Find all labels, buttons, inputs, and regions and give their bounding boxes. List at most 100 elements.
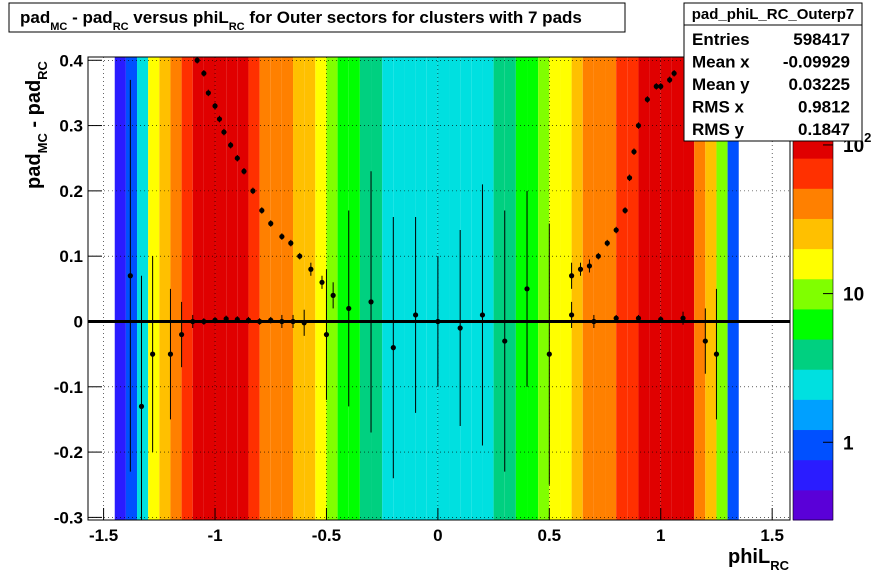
heat-column [504,57,516,520]
y-tick-label: 0.1 [59,247,83,266]
heat-column [125,57,138,520]
profile-point [631,149,637,155]
y-axis-label: padMC - padRC [23,60,50,189]
heat-column [515,57,528,520]
x-tick-label: 1 [656,526,665,545]
profile-point [288,240,294,246]
profile-point [259,207,265,214]
heat-column [348,57,360,520]
plot-frame [87,56,791,521]
heat-column [593,57,606,520]
profile-point [290,318,296,325]
profile-point [604,240,610,246]
profile-point [346,305,352,312]
profile-point [228,142,234,148]
heat-column [549,57,561,520]
profile-point [127,273,133,279]
profile-point [279,318,285,325]
x-tick-label: -1 [207,526,222,545]
y-tick-label: -0.2 [54,443,83,462]
profile-point [212,317,218,323]
text-part: - pad [67,8,112,27]
profile-point [257,318,263,325]
heat-column [371,57,383,520]
profile-point [622,207,628,214]
profile-point [268,317,274,323]
heat-column [683,57,695,520]
profile-point [201,70,207,76]
z-tick-label: 10 [843,285,864,306]
profile-point [245,317,252,323]
chart-title: padMC - padRC versus phiLRC for Outer se… [20,8,582,33]
color-swatch [793,339,833,370]
heat-column [404,57,416,520]
heat-column [159,57,171,520]
heat-column [649,57,661,520]
heat-column [114,57,126,520]
heat-column [259,57,271,520]
heat-column [192,57,204,520]
heat-column [449,57,461,520]
heat-column [237,57,249,520]
profile-point [319,279,325,285]
text-part: for Outer sectors for clusters with 7 pa… [245,8,582,27]
z-tick-exponent: 2 [864,130,871,145]
heat-column [660,57,672,520]
stats-value: 0.1847 [798,120,850,139]
stats-frame [683,2,863,142]
heat-column [493,57,505,520]
y-tick-label: 0.2 [59,182,83,201]
stats-title: pad_phiL_RC_Outerp7 [692,6,855,23]
heat-column [471,57,483,520]
heat-column [716,57,728,520]
profile-point [234,155,240,161]
profile-point [250,188,256,194]
heat-column [326,57,338,520]
x-axis-label: phiLRC [728,546,790,573]
profile-point [635,315,642,321]
heat-column [359,57,372,520]
profile-point [586,263,593,269]
y-tick-label: -0.1 [54,378,83,397]
heat-column [281,57,294,520]
profile-point [713,351,720,357]
heat-column [571,57,583,520]
heat-column [293,57,305,520]
y-tick-label: 0 [74,312,83,331]
profile-point [241,168,247,174]
subscript: RC [770,558,789,573]
subscript: RC [229,21,245,33]
stats-label: Mean x [692,53,750,72]
heat-column [148,57,160,520]
heat-column [393,57,405,520]
profile-point [569,273,575,279]
profile-point [223,316,229,322]
heat-column [170,57,182,520]
x-tick-label: 1.5 [760,526,784,545]
profile-point [221,129,227,135]
profile-point [626,175,633,181]
heat-column [203,57,216,520]
stats-label: RMS y [692,120,745,139]
profile-point [653,83,659,89]
profile-point [667,77,673,83]
heat-column [181,57,193,520]
profile-point [613,315,619,321]
profile-point [569,312,575,318]
color-swatch [793,399,833,431]
profile-point [479,312,486,318]
stats-value: 0.03225 [789,75,850,94]
profile-point [413,312,419,318]
stats-label: Mean y [692,75,750,94]
heat-column [671,57,684,520]
subscript: MC [50,21,67,33]
profile-point [390,344,396,351]
subscript: RC [35,60,50,79]
text-part: pad [23,153,45,189]
profile-point [524,286,530,292]
heat-column [605,57,617,520]
profile-point [167,351,174,357]
profile-point [702,338,708,344]
profile-point [591,318,597,325]
